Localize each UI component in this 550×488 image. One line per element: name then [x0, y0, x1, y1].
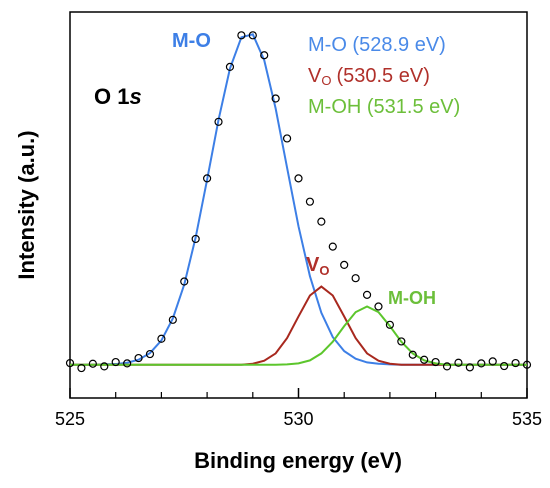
data-point — [271, 94, 280, 103]
data-point — [191, 234, 200, 244]
data-point — [442, 362, 452, 371]
data-point — [351, 274, 360, 283]
data-point — [385, 320, 394, 329]
legend-suffix: (530.5 eV) — [336, 65, 429, 87]
data-point — [465, 363, 474, 372]
annotation: M-OH — [388, 288, 436, 308]
annotation-text: V — [306, 254, 320, 276]
data-point — [111, 357, 120, 367]
x-tick-label: 525 — [55, 409, 85, 429]
data-point — [305, 197, 315, 206]
annotation: O 1s — [94, 84, 142, 109]
annotation-text: M-O — [172, 30, 211, 52]
legend-entry: M-OH (531.5 eV) — [308, 96, 460, 118]
fit-line — [70, 285, 527, 366]
data-point — [77, 363, 86, 373]
data-point — [454, 358, 463, 367]
annotation: M-O — [172, 30, 211, 52]
data-point — [420, 355, 429, 364]
data-point — [500, 361, 509, 371]
data-point — [477, 359, 486, 368]
legend-entry: VO (530.5 eV) — [308, 65, 430, 88]
legend-entry: M-O (528.9 eV) — [308, 34, 446, 56]
data-point — [374, 302, 383, 311]
y-axis-label: Intensity (a.u.) — [14, 130, 39, 279]
data-point — [522, 360, 532, 369]
data-point — [203, 174, 212, 183]
x-tick-label: 530 — [283, 409, 313, 429]
annotation-italic: s — [129, 84, 141, 109]
x-tick-label: 535 — [512, 409, 542, 429]
data-point — [397, 337, 406, 346]
annotation: VO — [306, 254, 329, 278]
data-point — [225, 62, 235, 72]
annotation-text: O 1 — [94, 84, 129, 109]
data-point — [100, 362, 109, 371]
data-point — [65, 358, 75, 368]
data-point — [168, 315, 177, 324]
data-point — [431, 357, 440, 367]
data-point — [362, 290, 372, 299]
data-point — [408, 350, 417, 359]
data-point — [180, 277, 189, 286]
data-point — [260, 51, 269, 60]
data-point — [145, 349, 155, 359]
annotation-subscript: O — [319, 263, 329, 278]
legend-subscript: O — [321, 73, 331, 88]
data-point — [340, 260, 349, 269]
data-point — [134, 353, 143, 363]
plot-frame — [69, 11, 528, 399]
data-point — [294, 174, 303, 183]
data-point — [488, 357, 497, 366]
legend-name: V — [308, 65, 322, 87]
data-point — [88, 359, 97, 368]
legend-name: M-O (528.9 eV) — [308, 34, 446, 56]
data-point — [317, 217, 326, 226]
data-point — [237, 31, 246, 40]
data-point — [214, 117, 223, 126]
data-point — [328, 242, 337, 251]
data-point — [123, 359, 132, 368]
data-point — [282, 134, 292, 143]
data-point — [248, 31, 257, 40]
data-point — [511, 358, 520, 368]
x-axis-label: Binding energy (eV) — [194, 448, 402, 473]
data-point — [157, 334, 166, 343]
annotation-text: M-OH — [388, 288, 436, 308]
legend-name: M-OH (531.5 eV) — [308, 96, 460, 118]
fit-line — [70, 305, 527, 366]
